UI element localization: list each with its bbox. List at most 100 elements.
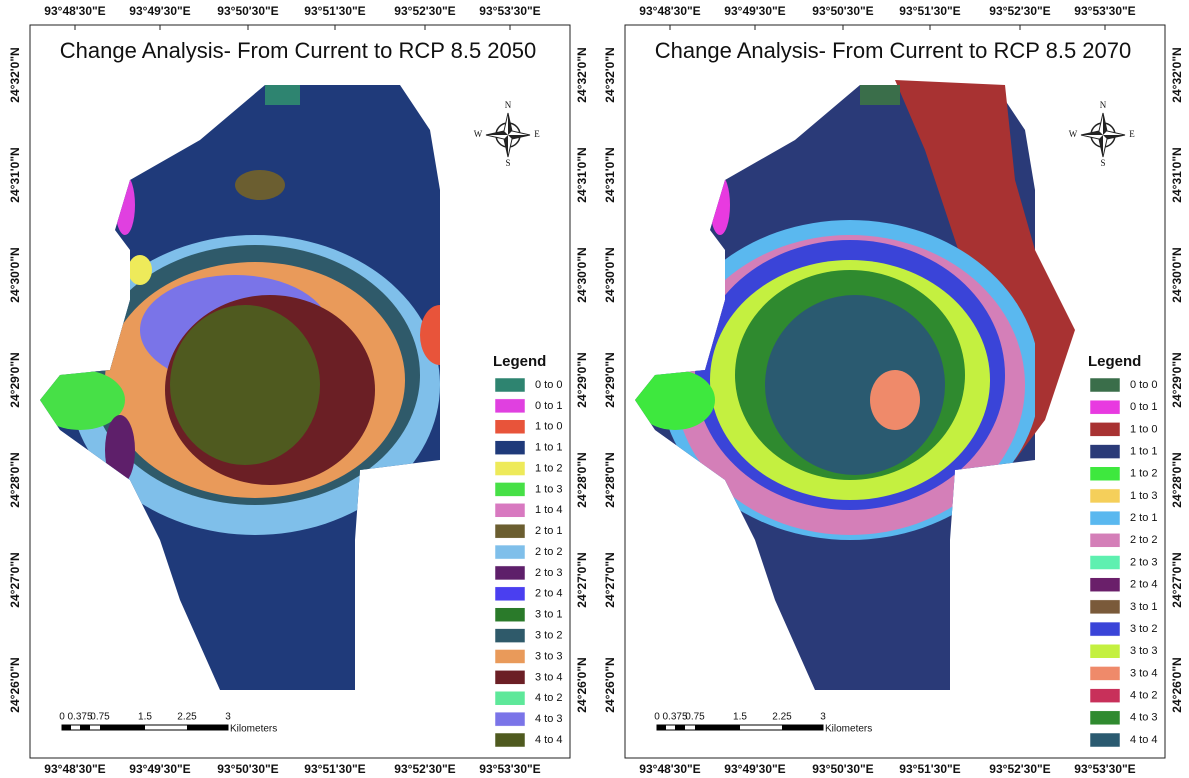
legend-label: 2 to 3 — [1130, 556, 1158, 568]
longitude-label: 93°48'30"E — [44, 4, 105, 18]
scale-segment — [657, 725, 666, 730]
longitude-label: 93°50'30"E — [217, 762, 278, 776]
legend-label: 3 to 3 — [535, 650, 563, 662]
legend-label: 1 to 1 — [535, 442, 563, 454]
legend-swatch — [1090, 422, 1120, 436]
map-title: Change Analysis- From Current to RCP 8.5… — [655, 38, 1132, 63]
compass-label: W — [1069, 129, 1078, 139]
scale-unit: Kilometers — [825, 724, 872, 735]
longitude-label: 93°52'30"E — [394, 762, 455, 776]
longitude-label: 93°49'30"E — [724, 4, 785, 18]
scale-segment — [782, 725, 823, 730]
legend-label: 3 to 3 — [1130, 645, 1158, 657]
longitude-label: 93°52'30"E — [989, 762, 1050, 776]
legend-swatch — [1090, 467, 1120, 481]
legend-label: 4 to 2 — [1130, 690, 1158, 702]
scale-label: 0.75 — [90, 712, 110, 723]
legend-label: 0 to 1 — [535, 400, 563, 412]
legend-title: Legend — [1088, 353, 1141, 370]
latitude-label: 24°26'0"N — [603, 657, 617, 712]
longitude-label: 93°51'30"E — [899, 4, 960, 18]
legend-swatch — [495, 462, 525, 476]
map-figure: Change Analysis- From Current to RCP 8.5… — [0, 0, 1189, 778]
legend-swatch — [1090, 733, 1120, 747]
latitude-label: 24°30'0"N — [1170, 247, 1184, 302]
legend-swatch — [1090, 578, 1120, 592]
map-panel: Change Analysis- From Current to RCP 8.5… — [603, 4, 1184, 776]
legend-label: 2 to 1 — [535, 525, 563, 537]
legend-swatch — [495, 482, 525, 496]
longitude-label: 93°48'30"E — [639, 762, 700, 776]
legend-title: Legend — [493, 353, 546, 370]
map-region — [765, 295, 945, 475]
scale-label: 3 — [820, 712, 826, 723]
scale-segment — [100, 725, 145, 730]
longitude-label: 93°53'30"E — [1074, 4, 1135, 18]
map-title: Change Analysis- From Current to RCP 8.5… — [60, 38, 537, 63]
latitude-label: 24°31'0"N — [1170, 147, 1184, 202]
legend-swatch — [495, 733, 525, 747]
legend-label: 2 to 1 — [1130, 512, 1158, 524]
legend-label: 2 to 2 — [1130, 534, 1158, 546]
longitude-label: 93°48'30"E — [44, 762, 105, 776]
legend-label: 0 to 0 — [535, 379, 563, 391]
latitude-label: 24°27'0"N — [603, 552, 617, 607]
legend-swatch — [495, 712, 525, 726]
legend-swatch — [1090, 622, 1120, 636]
legend-swatch — [1090, 445, 1120, 459]
map-panel: Change Analysis- From Current to RCP 8.5… — [8, 4, 589, 776]
latitude-label: 24°27'0"N — [8, 552, 22, 607]
legend-label: 1 to 2 — [535, 462, 563, 474]
longitude-label: 93°49'30"E — [724, 762, 785, 776]
longitude-label: 93°53'30"E — [479, 4, 540, 18]
legend-swatch — [495, 503, 525, 517]
legend-swatch — [495, 629, 525, 643]
latitude-label: 24°30'0"N — [603, 247, 617, 302]
longitude-label: 93°50'30"E — [217, 4, 278, 18]
legend-swatch — [495, 420, 525, 434]
legend-label: 1 to 0 — [535, 421, 563, 433]
longitude-label: 93°53'30"E — [479, 762, 540, 776]
latitude-label: 24°29'0"N — [603, 352, 617, 407]
legend-label: 3 to 4 — [1130, 667, 1158, 679]
longitude-label: 93°49'30"E — [129, 4, 190, 18]
latitude-label: 24°28'0"N — [575, 452, 589, 507]
latitude-label: 24°28'0"N — [8, 452, 22, 507]
legend-swatch — [495, 670, 525, 684]
scale-segment — [695, 725, 740, 730]
latitude-label: 24°31'0"N — [8, 147, 22, 202]
legend-label: 3 to 2 — [535, 629, 563, 641]
latitude-label: 24°29'0"N — [8, 352, 22, 407]
compass-label: N — [1100, 100, 1107, 110]
latitude-label: 24°32'0"N — [1170, 47, 1184, 102]
legend-swatch — [1090, 533, 1120, 547]
latitude-label: 24°31'0"N — [603, 147, 617, 202]
legend-swatch — [1090, 689, 1120, 703]
latitude-label: 24°26'0"N — [1170, 657, 1184, 712]
longitude-label: 93°50'30"E — [812, 762, 873, 776]
legend-label: 1 to 1 — [1130, 445, 1158, 457]
legend-label: 4 to 2 — [535, 692, 563, 704]
latitude-label: 24°30'0"N — [8, 247, 22, 302]
latitude-label: 24°32'0"N — [603, 47, 617, 102]
latitude-label: 24°29'0"N — [1170, 352, 1184, 407]
latitude-label: 24°26'0"N — [8, 657, 22, 712]
scale-segment — [187, 725, 228, 730]
latitude-label: 24°26'0"N — [575, 657, 589, 712]
compass-label: S — [1100, 158, 1105, 168]
latitude-label: 24°28'0"N — [1170, 452, 1184, 507]
legend-swatch — [1090, 711, 1120, 725]
latitude-label: 24°28'0"N — [603, 452, 617, 507]
latitude-label: 24°30'0"N — [575, 247, 589, 302]
legend-label: 2 to 3 — [535, 567, 563, 579]
longitude-label: 93°50'30"E — [812, 4, 873, 18]
legend-swatch — [1090, 556, 1120, 570]
legend-label: 1 to 3 — [535, 483, 563, 495]
scale-unit: Kilometers — [230, 724, 277, 735]
compass-label: E — [534, 129, 540, 139]
scale-label: 3 — [225, 712, 231, 723]
legend-label: 0 to 0 — [1130, 379, 1158, 391]
legend-swatch — [1090, 378, 1120, 392]
legend-label: 4 to 4 — [1130, 734, 1158, 746]
legend-label: 3 to 4 — [535, 671, 563, 683]
